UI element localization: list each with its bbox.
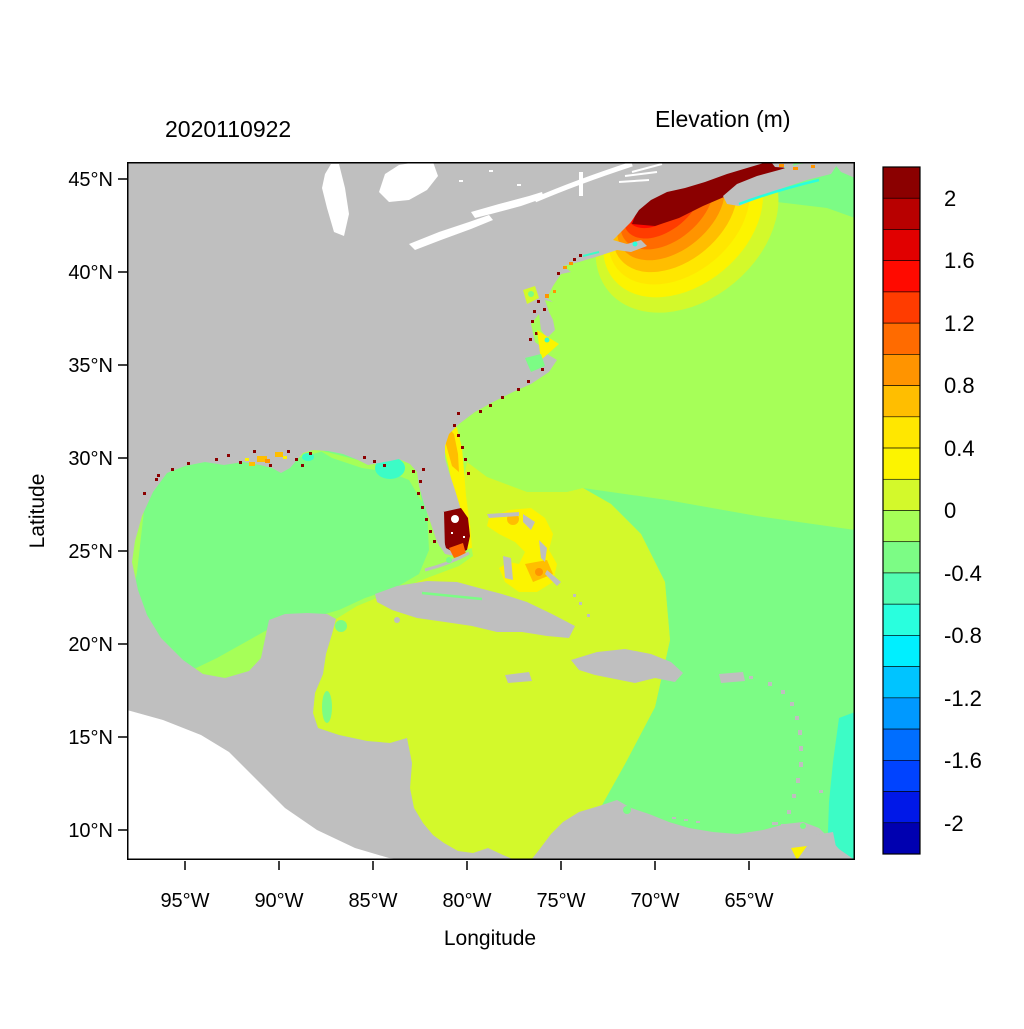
- colorbar-cell: [882, 229, 921, 261]
- cbar-tick-0.4: 0.4: [944, 436, 975, 461]
- hispaniola: [571, 649, 683, 683]
- map-plot-area: [127, 162, 855, 860]
- grand-bahama: [487, 512, 519, 518]
- colorbar-cell: [882, 791, 921, 824]
- y-tick-15n: 15°N: [68, 727, 113, 749]
- colorbar-labels: 2 1.6 1.2 0.8 0.4 0 -0.4 -0.8 -1.2 -1.6 …: [944, 186, 982, 836]
- colorbar: [882, 166, 921, 855]
- y-tick-30n: 30°N: [68, 448, 113, 470]
- caribbean-region: [313, 462, 670, 860]
- gulf-of-mexico-region: [127, 430, 429, 702]
- puerto-rico: [719, 672, 745, 683]
- mobile-bay-patch: [302, 453, 314, 461]
- nova-scotia-coast-cyan: [738, 178, 820, 206]
- y-tick-45n: 45°N: [68, 169, 113, 191]
- outside-domain-region: [127, 710, 409, 860]
- colorbar-cell: [882, 385, 921, 418]
- great-lakes: [322, 162, 583, 250]
- cuba-north-coast-green: [421, 591, 483, 601]
- jamaica: [505, 672, 532, 683]
- x-tick-95w: 95°W: [160, 890, 209, 912]
- colorbar-cell: [882, 728, 921, 761]
- caribbean-islands: [375, 512, 836, 849]
- gulf-of-paria-yellow: [791, 846, 807, 860]
- y-tick-10n: 10°N: [68, 820, 113, 842]
- chesapeake-cluster: [523, 241, 638, 372]
- x-tick-75w: 75°W: [536, 890, 585, 912]
- colorbar-cell: [882, 697, 921, 730]
- colorbar-cell: [882, 197, 921, 230]
- colorbar-title: Elevation (m): [655, 106, 790, 132]
- northeast-gulf-band: [319, 450, 422, 502]
- cbar-tick--0.8: -0.8: [944, 623, 982, 648]
- pei-orange-dots: [779, 164, 815, 170]
- y-tick-25n: 25°N: [68, 541, 113, 563]
- everglades-blob: [424, 508, 470, 572]
- date-title: 2020110922: [165, 116, 291, 142]
- colorbar-cell: [882, 260, 921, 293]
- colorbar-cell: [882, 603, 921, 636]
- cbar-tick-1.6: 1.6: [944, 248, 975, 273]
- x-tick-65w: 65°W: [724, 890, 773, 912]
- louisiana-cluster: [245, 452, 287, 466]
- coastal-speckles-darkred: [143, 254, 582, 543]
- y-axis-label: Latitude: [26, 474, 49, 549]
- colorbar-cell: [882, 416, 921, 449]
- colorbar-cell: [882, 322, 921, 355]
- cbar-tick-1.2: 1.2: [944, 311, 975, 336]
- apalachee-bay-patch: [375, 457, 405, 479]
- colorbar-cell: [882, 760, 921, 792]
- colorbar-cell: [882, 291, 921, 324]
- venezuela-green-dot: [800, 823, 806, 829]
- cbar-tick--1.2: -1.2: [944, 686, 982, 711]
- yucatan-green-patch: [335, 620, 347, 632]
- colorbar-cell: [882, 354, 921, 386]
- colorbar-cell: [882, 478, 921, 511]
- east-edge-turquoise-region: [827, 712, 855, 860]
- trinidad: [815, 832, 836, 849]
- cuba: [375, 581, 575, 638]
- x-tick-90w: 90°W: [254, 890, 303, 912]
- cbar-tick--1.6: -1.6: [944, 748, 982, 773]
- y-tick-35n: 35°N: [68, 355, 113, 377]
- cbar-tick-0: 0: [944, 498, 956, 523]
- x-tick-70w: 70°W: [630, 890, 679, 912]
- colorbar-cell: [882, 572, 921, 605]
- axis-ticks: [118, 178, 750, 870]
- cbar-tick--2: -2: [944, 811, 964, 836]
- y-tick-labels: 45°N 40°N 35°N 30°N 25°N 20°N 15°N 10°N: [68, 169, 113, 842]
- colorbar-cell: [882, 666, 921, 699]
- north-america-land: [127, 162, 855, 860]
- map-frame: [127, 162, 855, 860]
- x-tick-85w: 85°W: [348, 890, 397, 912]
- colorbar-cell: [882, 822, 921, 855]
- colorbar-cell: [882, 166, 921, 199]
- st-lawrence-river: [534, 162, 663, 203]
- cbar-tick-0.8: 0.8: [944, 373, 975, 398]
- belize-green-patch: [322, 691, 332, 723]
- x-tick-80w: 80°W: [442, 890, 491, 912]
- colorbar-cell: [882, 447, 921, 480]
- cbar-tick--0.4: -0.4: [944, 561, 982, 586]
- colorbar-cell: [882, 635, 921, 667]
- y-tick-20n: 20°N: [68, 634, 113, 656]
- x-axis-label: Longitude: [444, 927, 536, 950]
- maracaibo-green-patch: [623, 806, 631, 814]
- x-tick-labels: 95°W 90°W 85°W 80°W 75°W 70°W 65°W: [160, 890, 773, 912]
- andros: [503, 556, 513, 580]
- y-tick-40n: 40°N: [68, 262, 113, 284]
- cbar-tick-2: 2: [944, 186, 956, 211]
- lake-okeechobee: [451, 515, 459, 523]
- colorbar-frame: [882, 166, 921, 855]
- trinidad-turquoise-patch: [836, 823, 850, 837]
- colorbar-cell: [882, 510, 921, 543]
- colorbar-cell: [882, 541, 921, 574]
